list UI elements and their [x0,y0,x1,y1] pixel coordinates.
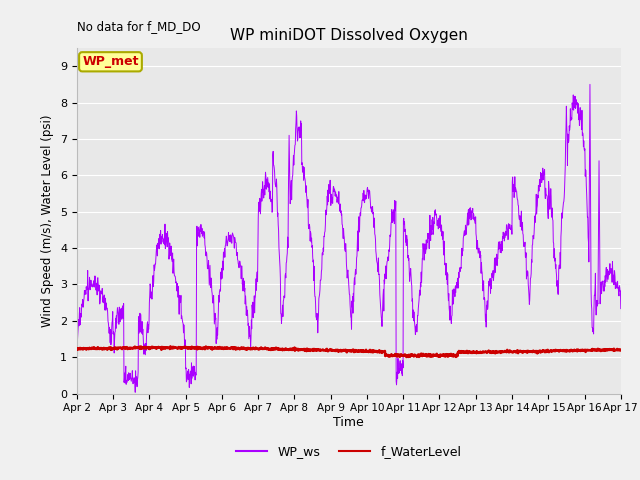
X-axis label: Time: Time [333,416,364,429]
Legend: WP_ws, f_WaterLevel: WP_ws, f_WaterLevel [231,440,467,463]
Text: WP_met: WP_met [82,55,139,68]
Text: No data for f_MD_DO: No data for f_MD_DO [77,20,200,33]
Title: WP miniDOT Dissolved Oxygen: WP miniDOT Dissolved Oxygen [230,28,468,43]
Y-axis label: Wind Speed (m/s), Water Level (psi): Wind Speed (m/s), Water Level (psi) [42,115,54,327]
